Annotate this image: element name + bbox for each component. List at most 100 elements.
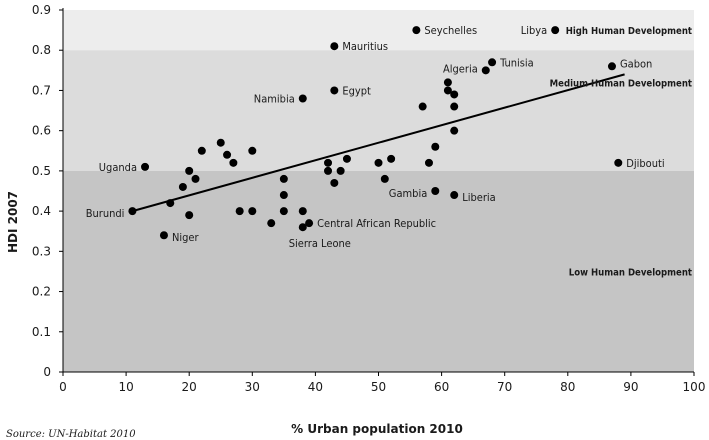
data-point — [488, 58, 497, 67]
point-label: Central African Republic — [317, 217, 436, 230]
data-point — [387, 154, 396, 163]
data-point — [185, 211, 194, 220]
data-point — [324, 158, 333, 167]
data-point — [450, 191, 459, 200]
point-label: Seychelles — [424, 24, 477, 37]
band-medium — [63, 50, 694, 171]
data-point — [342, 154, 351, 163]
y-tick-label: 0.5 — [32, 164, 51, 178]
data-point — [450, 102, 459, 111]
point-label: Uganda — [99, 161, 137, 174]
data-point — [128, 207, 137, 216]
zone-label: High Human Development — [566, 26, 692, 37]
data-point — [178, 182, 187, 191]
y-tick-label: 0.9 — [32, 3, 51, 17]
point-label: Egypt — [342, 84, 371, 97]
x-axis-label: % Urban population 2010 — [291, 422, 463, 436]
data-point — [248, 207, 257, 216]
data-point — [418, 102, 427, 111]
data-point — [185, 166, 194, 175]
x-tick-label: 0 — [59, 380, 67, 394]
data-point — [431, 187, 440, 195]
x-tick-label: 90 — [623, 380, 638, 394]
y-tick-label: 0.4 — [32, 204, 51, 218]
data-point — [248, 146, 257, 155]
data-point — [330, 42, 339, 51]
point-label: Sierra Leone — [289, 237, 351, 250]
data-point — [197, 146, 206, 155]
trend-line — [132, 73, 625, 213]
data-point — [305, 219, 314, 228]
y-tick-label: 0.7 — [32, 83, 51, 97]
point-labels: Seychelles Libya Mauritius Gabon Tunisia Alge… — [86, 24, 665, 250]
data-point — [279, 191, 288, 200]
axes — [59, 8, 695, 376]
x-tick-label: 40 — [308, 380, 323, 394]
point-label: Djibouti — [626, 157, 664, 170]
source-note: Source: UN-Habitat 2010 — [6, 429, 136, 440]
x-tick-label: 10 — [118, 380, 133, 394]
y-tick-label: 0 — [43, 365, 51, 379]
data-point — [443, 78, 452, 87]
y-tick-label: 0.8 — [32, 43, 51, 57]
data-point — [607, 62, 616, 71]
y-axis-label: HDI 2007 — [6, 191, 20, 253]
data-point — [279, 207, 288, 216]
data-point — [298, 207, 307, 216]
data-point — [141, 162, 150, 171]
data-point — [450, 90, 459, 99]
data-point — [336, 166, 345, 175]
x-tick-label: 70 — [497, 380, 512, 394]
point-label: Algeria — [443, 62, 478, 75]
point-label: Liberia — [462, 191, 496, 204]
data-point — [191, 174, 200, 183]
data-point — [424, 158, 433, 167]
data-point — [166, 199, 175, 208]
data-point — [443, 86, 452, 95]
tick-labels: 0 0.1 0.2 0.3 0.4 0.5 0.6 0.7 0.8 0.9 0 10 20 30 40 50 6… — [32, 3, 706, 394]
data-point — [229, 158, 238, 167]
y-tick-label: 0.1 — [32, 325, 51, 339]
point-label: Burundi — [86, 207, 125, 220]
data-point — [216, 138, 225, 147]
data-point — [159, 231, 168, 240]
data-point — [380, 174, 389, 183]
point-label: Gambia — [389, 187, 427, 200]
data-point — [481, 66, 490, 75]
data-point — [551, 26, 560, 35]
data-point — [330, 86, 339, 95]
band-high — [63, 10, 694, 51]
point-label: Libya — [521, 24, 547, 37]
y-tick-label: 0.2 — [32, 285, 51, 299]
point-label: Gabon — [620, 57, 652, 70]
x-tick-label: 60 — [434, 380, 449, 394]
data-point — [279, 174, 288, 183]
data-point — [298, 94, 307, 103]
data-point — [223, 150, 232, 159]
x-tick-label: 20 — [182, 380, 197, 394]
zone-label: Medium Human Development — [550, 78, 692, 89]
data-point — [235, 207, 244, 216]
zone-labels: High Human Development Medium Human Devel… — [550, 26, 692, 278]
data-point — [298, 223, 307, 232]
point-label: Namibia — [254, 92, 295, 105]
point-label: Niger — [172, 231, 200, 244]
x-tick-label: 80 — [560, 380, 575, 394]
data-point — [324, 166, 333, 175]
data-point — [431, 142, 440, 151]
x-tick-label: 100 — [683, 380, 706, 394]
data-points — [128, 26, 623, 240]
data-point — [330, 178, 339, 187]
data-point — [267, 219, 276, 228]
data-point — [450, 126, 459, 135]
y-tick-label: 0.6 — [32, 124, 51, 138]
x-tick-label: 30 — [245, 380, 260, 394]
data-point — [412, 26, 421, 35]
y-tick-label: 0.3 — [32, 244, 51, 258]
data-point — [614, 158, 623, 167]
point-label: Mauritius — [342, 40, 388, 53]
data-point — [374, 158, 383, 167]
point-label: Tunisia — [499, 56, 534, 69]
